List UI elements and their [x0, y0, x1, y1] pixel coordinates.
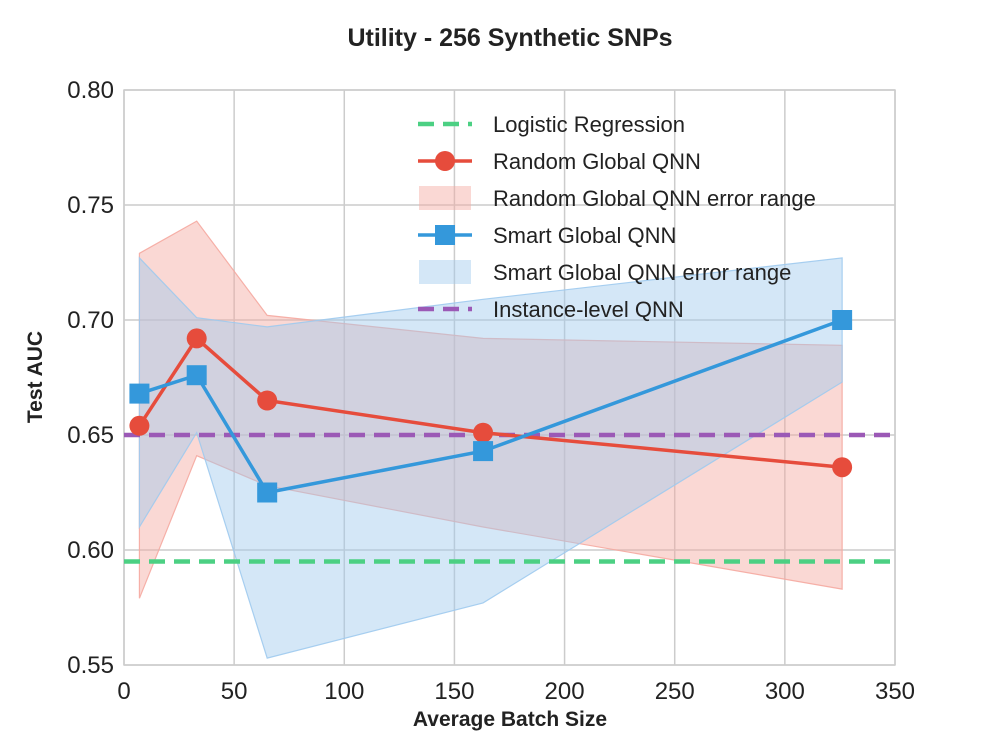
x-axis-label: Average Batch Size [413, 708, 607, 731]
x-tick-label: 0 [117, 678, 130, 705]
y-tick-label: 0.70 [67, 307, 114, 334]
data-point [129, 383, 150, 404]
x-tick-labels: 0 50 100 150 200 250 300 350 [117, 678, 915, 705]
legend: Logistic Regression Random Global QNN Rand… [418, 112, 816, 322]
legend-label: Logistic Regression [493, 112, 685, 137]
data-point [257, 482, 278, 503]
y-tick-label: 0.55 [67, 652, 114, 679]
legend-swatch [419, 260, 471, 284]
legend-marker [435, 151, 455, 171]
x-tick-label: 250 [655, 678, 695, 705]
legend-label: Smart Global QNN error range [493, 260, 791, 285]
x-tick-label: 100 [324, 678, 364, 705]
y-tick-label: 0.75 [67, 192, 114, 219]
series-markers [129, 310, 853, 503]
data-point [186, 365, 207, 386]
data-point [473, 441, 494, 462]
data-point [473, 422, 494, 443]
data-point [186, 328, 207, 349]
y-tick-label: 0.80 [67, 77, 114, 104]
grid [123, 89, 896, 666]
plot-area [123, 89, 896, 666]
y-tick-label: 0.65 [67, 422, 114, 449]
x-tick-label: 150 [434, 678, 474, 705]
chart-title: Utility - 256 Synthetic SNPs [347, 24, 672, 52]
legend-marker [435, 225, 455, 245]
data-point [257, 390, 278, 411]
data-point [832, 310, 853, 330]
legend-label: Random Global QNN error range [493, 186, 816, 211]
legend-label: Random Global QNN [493, 149, 701, 174]
data-point [129, 415, 150, 436]
y-axis-label: Test AUC [24, 331, 47, 423]
error-band [138, 220, 843, 599]
data-point [832, 457, 853, 478]
y-tick-label: 0.60 [67, 537, 114, 564]
x-tick-label: 50 [221, 678, 248, 705]
x-tick-label: 200 [545, 678, 585, 705]
y-tick-labels: 0.55 0.60 0.65 0.70 0.75 0.80 [67, 77, 114, 679]
x-tick-label: 350 [875, 678, 915, 705]
legend-label: Smart Global QNN [493, 223, 676, 248]
x-tick-label: 300 [765, 678, 805, 705]
legend-label: Instance-level QNN [493, 297, 684, 322]
legend-swatch [419, 186, 471, 210]
